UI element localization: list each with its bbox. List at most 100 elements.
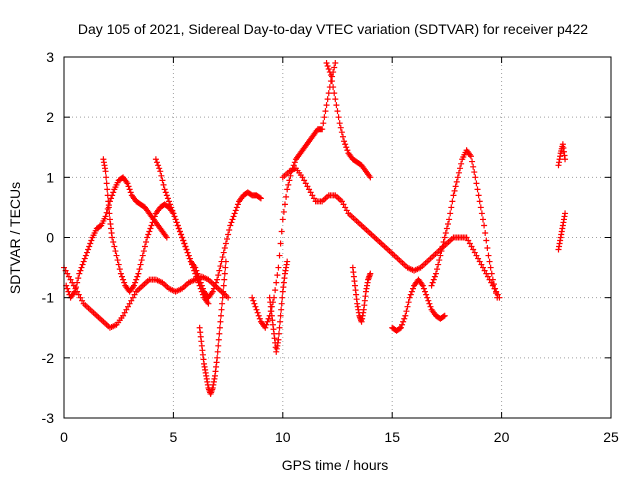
data-point — [85, 246, 92, 253]
data-point — [110, 189, 117, 196]
data-point — [329, 78, 336, 85]
data-point — [425, 297, 432, 304]
data-point — [476, 258, 483, 265]
data-point — [156, 165, 163, 172]
data-point — [404, 303, 411, 310]
data-point — [121, 309, 128, 316]
data-point — [124, 303, 131, 310]
data-point — [199, 285, 206, 292]
series-track-4 — [152, 156, 264, 301]
data-point — [299, 174, 306, 181]
data-point — [484, 273, 491, 280]
data-point — [481, 222, 488, 229]
y-axis-label: SDTVAR / TECUs — [7, 182, 23, 294]
y-tick-label: 3 — [46, 49, 54, 65]
data-point — [256, 194, 263, 201]
data-point — [182, 243, 189, 250]
data-point — [221, 276, 228, 283]
data-point — [262, 324, 269, 331]
data-point — [485, 252, 492, 259]
data-point — [480, 216, 487, 223]
data-point — [274, 272, 281, 279]
data-point — [333, 102, 340, 109]
data-point — [475, 255, 482, 262]
data-point — [427, 303, 434, 310]
data-point — [455, 169, 462, 176]
data-point — [323, 60, 330, 67]
data-point — [336, 120, 343, 127]
data-point — [277, 240, 284, 247]
y-tick-label: 2 — [46, 109, 54, 125]
data-point — [120, 312, 127, 319]
data-point — [105, 198, 112, 205]
data-point — [450, 192, 457, 199]
data-point — [263, 321, 270, 328]
data-point — [214, 354, 221, 361]
data-point — [275, 336, 282, 343]
data-point — [215, 272, 222, 279]
data-point — [134, 273, 141, 280]
series-track-2 — [63, 174, 170, 301]
data-point — [88, 237, 95, 244]
data-point — [465, 237, 472, 244]
data-point — [180, 237, 187, 244]
data-point — [302, 180, 309, 187]
data-point — [74, 279, 81, 286]
data-point — [431, 273, 438, 280]
data-point — [477, 204, 484, 211]
data-point — [340, 201, 347, 208]
data-point — [440, 313, 447, 320]
data-point — [330, 84, 337, 91]
data-point — [158, 172, 165, 179]
data-point — [439, 243, 446, 250]
data-point — [469, 158, 476, 165]
data-point — [489, 276, 496, 283]
data-point — [222, 264, 229, 271]
data-point — [331, 90, 338, 97]
data-point — [234, 201, 241, 208]
data-point — [216, 330, 223, 337]
data-point — [343, 144, 350, 151]
axis-ticks: 0 5 10 15 20 25 -3 -2 -1 0 1 2 3 — [42, 49, 619, 445]
data-point — [256, 315, 263, 322]
data-point — [470, 163, 477, 170]
series-track-9 — [323, 60, 374, 181]
data-point — [343, 207, 350, 214]
data-point — [232, 207, 239, 214]
data-point — [219, 300, 226, 307]
data-point — [109, 234, 116, 241]
data-point — [338, 129, 345, 136]
chart-title: Day 105 of 2021, Sidereal Day-to-day VTE… — [78, 21, 588, 37]
data-point — [152, 156, 159, 163]
data-point — [341, 138, 348, 145]
x-tick-label: 0 — [60, 429, 68, 445]
data-point — [473, 180, 480, 187]
data-point — [79, 261, 86, 268]
data-point — [481, 267, 488, 274]
data-point — [442, 229, 449, 236]
data-point — [103, 180, 110, 187]
data-point — [453, 178, 460, 185]
data-point — [277, 312, 284, 319]
data-point — [331, 64, 338, 71]
data-point — [322, 108, 329, 115]
data-point — [447, 210, 454, 217]
data-point — [139, 252, 146, 259]
data-point — [280, 208, 287, 215]
data-point — [484, 245, 491, 252]
data-point — [399, 321, 406, 328]
data-point — [87, 240, 94, 247]
data-point — [77, 267, 84, 274]
data-point — [488, 270, 495, 277]
data-point — [367, 174, 374, 181]
data-point — [452, 183, 459, 190]
data-point — [278, 306, 285, 313]
data-point — [221, 245, 228, 252]
data-point — [105, 204, 112, 211]
data-point — [428, 282, 435, 289]
data-point — [97, 223, 104, 230]
data-point — [205, 300, 212, 307]
data-point — [257, 195, 264, 202]
data-point — [403, 308, 410, 315]
